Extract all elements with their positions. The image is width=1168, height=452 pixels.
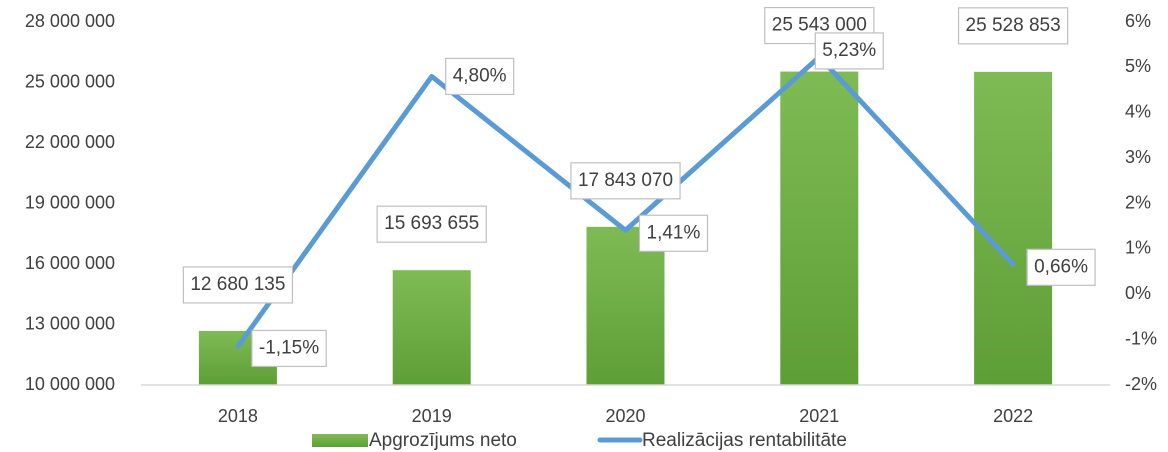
- data-label-box: [814, 32, 884, 70]
- bar: [974, 71, 1053, 385]
- data-label-text: 1,41%: [647, 222, 701, 243]
- y2-tick-label: -2%: [1125, 374, 1157, 394]
- data-label-box: [638, 214, 709, 252]
- y2-tick-label: 3%: [1125, 147, 1151, 167]
- y-tick-label: 13 000 000: [25, 313, 115, 333]
- data-label-box: [445, 57, 515, 96]
- data-label: 17 843 070: [570, 162, 681, 200]
- data-label: 25 528 853: [957, 7, 1069, 45]
- bar: [392, 270, 471, 385]
- y-tick-label: 25 000 000: [25, 71, 115, 91]
- bar: [780, 71, 859, 385]
- y2-tick-label: 5%: [1125, 56, 1151, 76]
- data-label-box: [251, 329, 327, 368]
- data-label-box: [376, 205, 487, 243]
- y-tick-label: 10 000 000: [25, 374, 115, 394]
- x-tick-label: 2018: [218, 406, 258, 426]
- x-tick-label: 2022: [993, 406, 1033, 426]
- y2-tick-label: -1%: [1125, 328, 1157, 348]
- data-label-text: 0,66%: [1034, 256, 1088, 277]
- line: [235, 54, 1016, 349]
- data-label: -1,15%: [251, 329, 327, 368]
- data-label: 5,23%: [814, 32, 884, 70]
- y2-tick-label: 1%: [1125, 238, 1151, 258]
- y-tick-label: 16 000 000: [25, 253, 115, 273]
- y2-tick-label: 6%: [1125, 11, 1151, 31]
- y2-tick-label: 2%: [1125, 192, 1151, 212]
- data-label-box: [957, 7, 1069, 45]
- data-label: 15 693 655: [376, 205, 487, 243]
- x-tick-label: 2020: [605, 406, 645, 426]
- y-tick-label: 22 000 000: [25, 132, 115, 152]
- y2-tick-label: 0%: [1125, 283, 1151, 303]
- data-label-text: -1,15%: [259, 337, 319, 358]
- data-label-text: 25 543 000: [772, 15, 867, 36]
- data-label-text: 5,23%: [822, 40, 876, 61]
- data-label-box: [1026, 248, 1096, 286]
- data-label-box: [570, 162, 681, 200]
- data-label-text: 15 693 655: [384, 213, 479, 234]
- legend-swatch: [312, 434, 368, 447]
- data-label-text: 25 528 853: [966, 15, 1061, 36]
- y-tick-label: 19 000 000: [25, 192, 115, 212]
- x-tick-label: 2021: [799, 406, 839, 426]
- legend-label: Realizācijas rentabilitāte: [642, 430, 847, 451]
- data-label: 4,80%: [445, 57, 515, 96]
- y-tick-label: 28 000 000: [25, 11, 115, 31]
- data-label-text: 4,80%: [453, 65, 507, 86]
- data-label-box: [182, 266, 294, 304]
- x-tick-label: 2019: [412, 406, 452, 426]
- data-label-text: 12 680 135: [190, 274, 285, 295]
- data-label: 1,41%: [638, 214, 709, 252]
- data-label: 0,66%: [1026, 248, 1096, 286]
- legend-label: Apgrozījums neto: [369, 430, 517, 451]
- data-label-text: 17 843 070: [578, 170, 673, 191]
- bar: [586, 226, 665, 385]
- y2-tick-label: 4%: [1125, 102, 1151, 122]
- data-label: 12 680 135: [182, 266, 294, 304]
